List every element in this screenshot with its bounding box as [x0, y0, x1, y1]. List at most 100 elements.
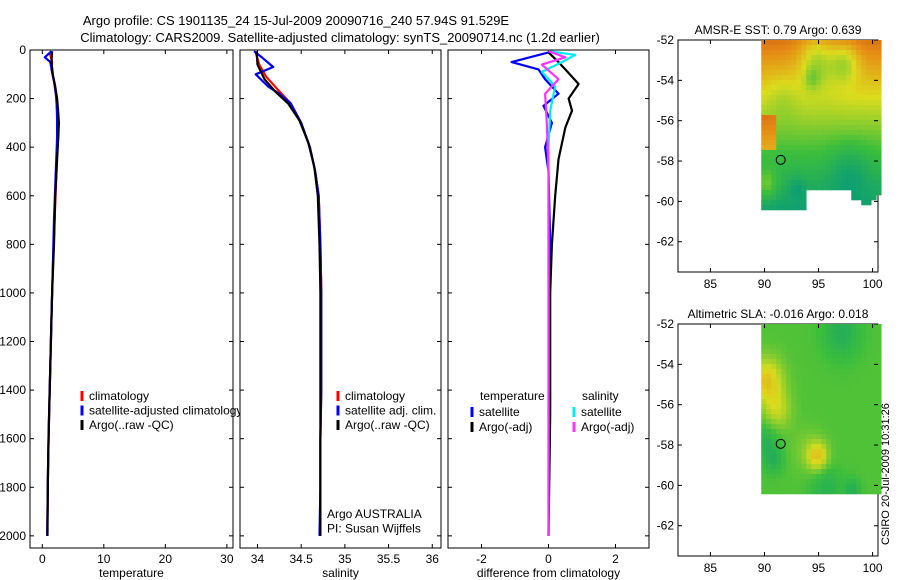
sst-heatmap-cell — [836, 140, 842, 146]
sst-heatmap-cell — [871, 130, 877, 136]
sst-heatmap-cell — [811, 175, 817, 181]
sst-heatmap-cell — [781, 70, 787, 76]
sla-heatmap-cell — [771, 354, 777, 360]
sla-heatmap-cell — [771, 469, 777, 475]
sla-heatmap-cell — [821, 324, 827, 330]
sla-heatmap-cell — [851, 339, 857, 345]
sst-ytick-label: -54 — [657, 73, 675, 87]
sst-heatmap-cell — [806, 110, 812, 116]
sst-heatmap-cell — [766, 115, 772, 121]
sla-heatmap-cell — [876, 434, 882, 440]
sla-heatmap-cell — [826, 429, 832, 435]
sla-heatmap-cell — [811, 324, 817, 330]
sst-heatmap-cell — [836, 145, 842, 151]
sla-heatmap-cell — [856, 449, 862, 455]
sst-heatmap-cell — [786, 95, 792, 101]
sla-heatmap-cell — [791, 404, 797, 410]
sla-heatmap-cell — [836, 389, 842, 395]
sla-heatmap-cell — [811, 489, 817, 495]
sst-xtick-label: 95 — [812, 277, 826, 291]
sst-heatmap-cell — [821, 165, 827, 171]
sst-heatmap-cell — [771, 180, 777, 186]
sst-heatmap-cell — [761, 190, 767, 196]
sst-heatmap-cell — [851, 120, 857, 126]
sla-heatmap-cell — [831, 324, 837, 330]
sst-heatmap-cell — [851, 85, 857, 91]
sla-heatmap-cell — [866, 469, 872, 475]
sla-heatmap-cell — [796, 359, 802, 365]
sla-heatmap-cell — [796, 434, 802, 440]
sst-heatmap-cell — [856, 115, 862, 121]
sst-heatmap-cell — [856, 95, 862, 101]
sla-heatmap-cell — [766, 329, 772, 335]
sst-heatmap-cell — [851, 155, 857, 161]
sla-heatmap-cell — [806, 409, 812, 415]
sst-heatmap-cell — [841, 40, 847, 46]
sla-heatmap-cell — [846, 489, 852, 495]
sla-heatmap-cell — [836, 329, 842, 335]
sla-heatmap-cell — [866, 344, 872, 350]
sla-heatmap-cell — [876, 364, 882, 370]
sst-heatmap-cell — [856, 45, 862, 51]
sla-heatmap-cell — [836, 354, 842, 360]
sst-heatmap-cell — [796, 180, 802, 186]
sla-heatmap-cell — [801, 464, 807, 470]
sst-heatmap-cell — [836, 130, 842, 136]
sla-heatmap-cell — [866, 449, 872, 455]
sla-heatmap-cell — [796, 444, 802, 450]
sst-heatmap-cell — [801, 110, 807, 116]
sla-heatmap-cell — [861, 369, 867, 375]
sst-heatmap-cell — [846, 60, 852, 66]
sst-heatmap-cell — [851, 190, 857, 196]
sla-heatmap-cell — [816, 464, 822, 470]
sst-heatmap-cell — [816, 165, 822, 171]
sst-heatmap-cell — [851, 175, 857, 181]
sst-heatmap-cell — [826, 185, 832, 191]
sst-heatmap-cell — [806, 160, 812, 166]
sla-heatmap-cell — [811, 329, 817, 335]
sst-heatmap-cell — [776, 100, 782, 106]
sla-heatmap-cell — [806, 324, 812, 330]
sla-heatmap-cell — [841, 344, 847, 350]
sst-heatmap-cell — [796, 50, 802, 56]
sla-heatmap-cell — [781, 399, 787, 405]
sst-heatmap-cell — [861, 85, 867, 91]
sla-heatmap-cell — [846, 459, 852, 465]
sst-heatmap-cell — [836, 55, 842, 61]
sst-heatmap-cell — [876, 80, 882, 86]
sst-heatmap-cell — [826, 70, 832, 76]
sst-heatmap-cell — [851, 125, 857, 131]
sla-heatmap-cell — [791, 489, 797, 495]
sst-heatmap-cell — [766, 175, 772, 181]
sst-heatmap-cell — [856, 180, 862, 186]
sla-heatmap-cell — [856, 334, 862, 340]
sst-heatmap-cell — [776, 85, 782, 91]
sla-heatmap-cell — [861, 459, 867, 465]
sst-heatmap-cell — [806, 145, 812, 151]
sst-heatmap-cell — [781, 50, 787, 56]
sst-heatmap-cell — [866, 90, 872, 96]
sla-heatmap-cell — [821, 389, 827, 395]
sla-heatmap-cell — [826, 394, 832, 400]
sla-heatmap-cell — [806, 454, 812, 460]
sst-heatmap-cell — [766, 40, 772, 46]
sst-heatmap-cell — [856, 105, 862, 111]
sst-heatmap-cell — [861, 145, 867, 151]
sla-heatmap-cell — [811, 354, 817, 360]
sst-heatmap-cell — [786, 80, 792, 86]
sla-heatmap-cell — [761, 369, 767, 375]
sst-heatmap-cell — [761, 135, 767, 141]
difference-series-line — [547, 51, 580, 536]
sst-heatmap-cell — [826, 110, 832, 116]
sla-heatmap-cell — [836, 349, 842, 355]
sst-heatmap-cell — [846, 115, 852, 121]
sla-heatmap-cell — [796, 459, 802, 465]
sst-heatmap-cell — [876, 120, 882, 126]
sst-heatmap-cell — [816, 135, 822, 141]
sst-heatmap-cell — [836, 135, 842, 141]
sla-heatmap-cell — [826, 409, 832, 415]
sst-heatmap-cell — [766, 145, 772, 151]
sla-heatmap-cell — [786, 414, 792, 420]
sst-heatmap-cell — [836, 100, 842, 106]
